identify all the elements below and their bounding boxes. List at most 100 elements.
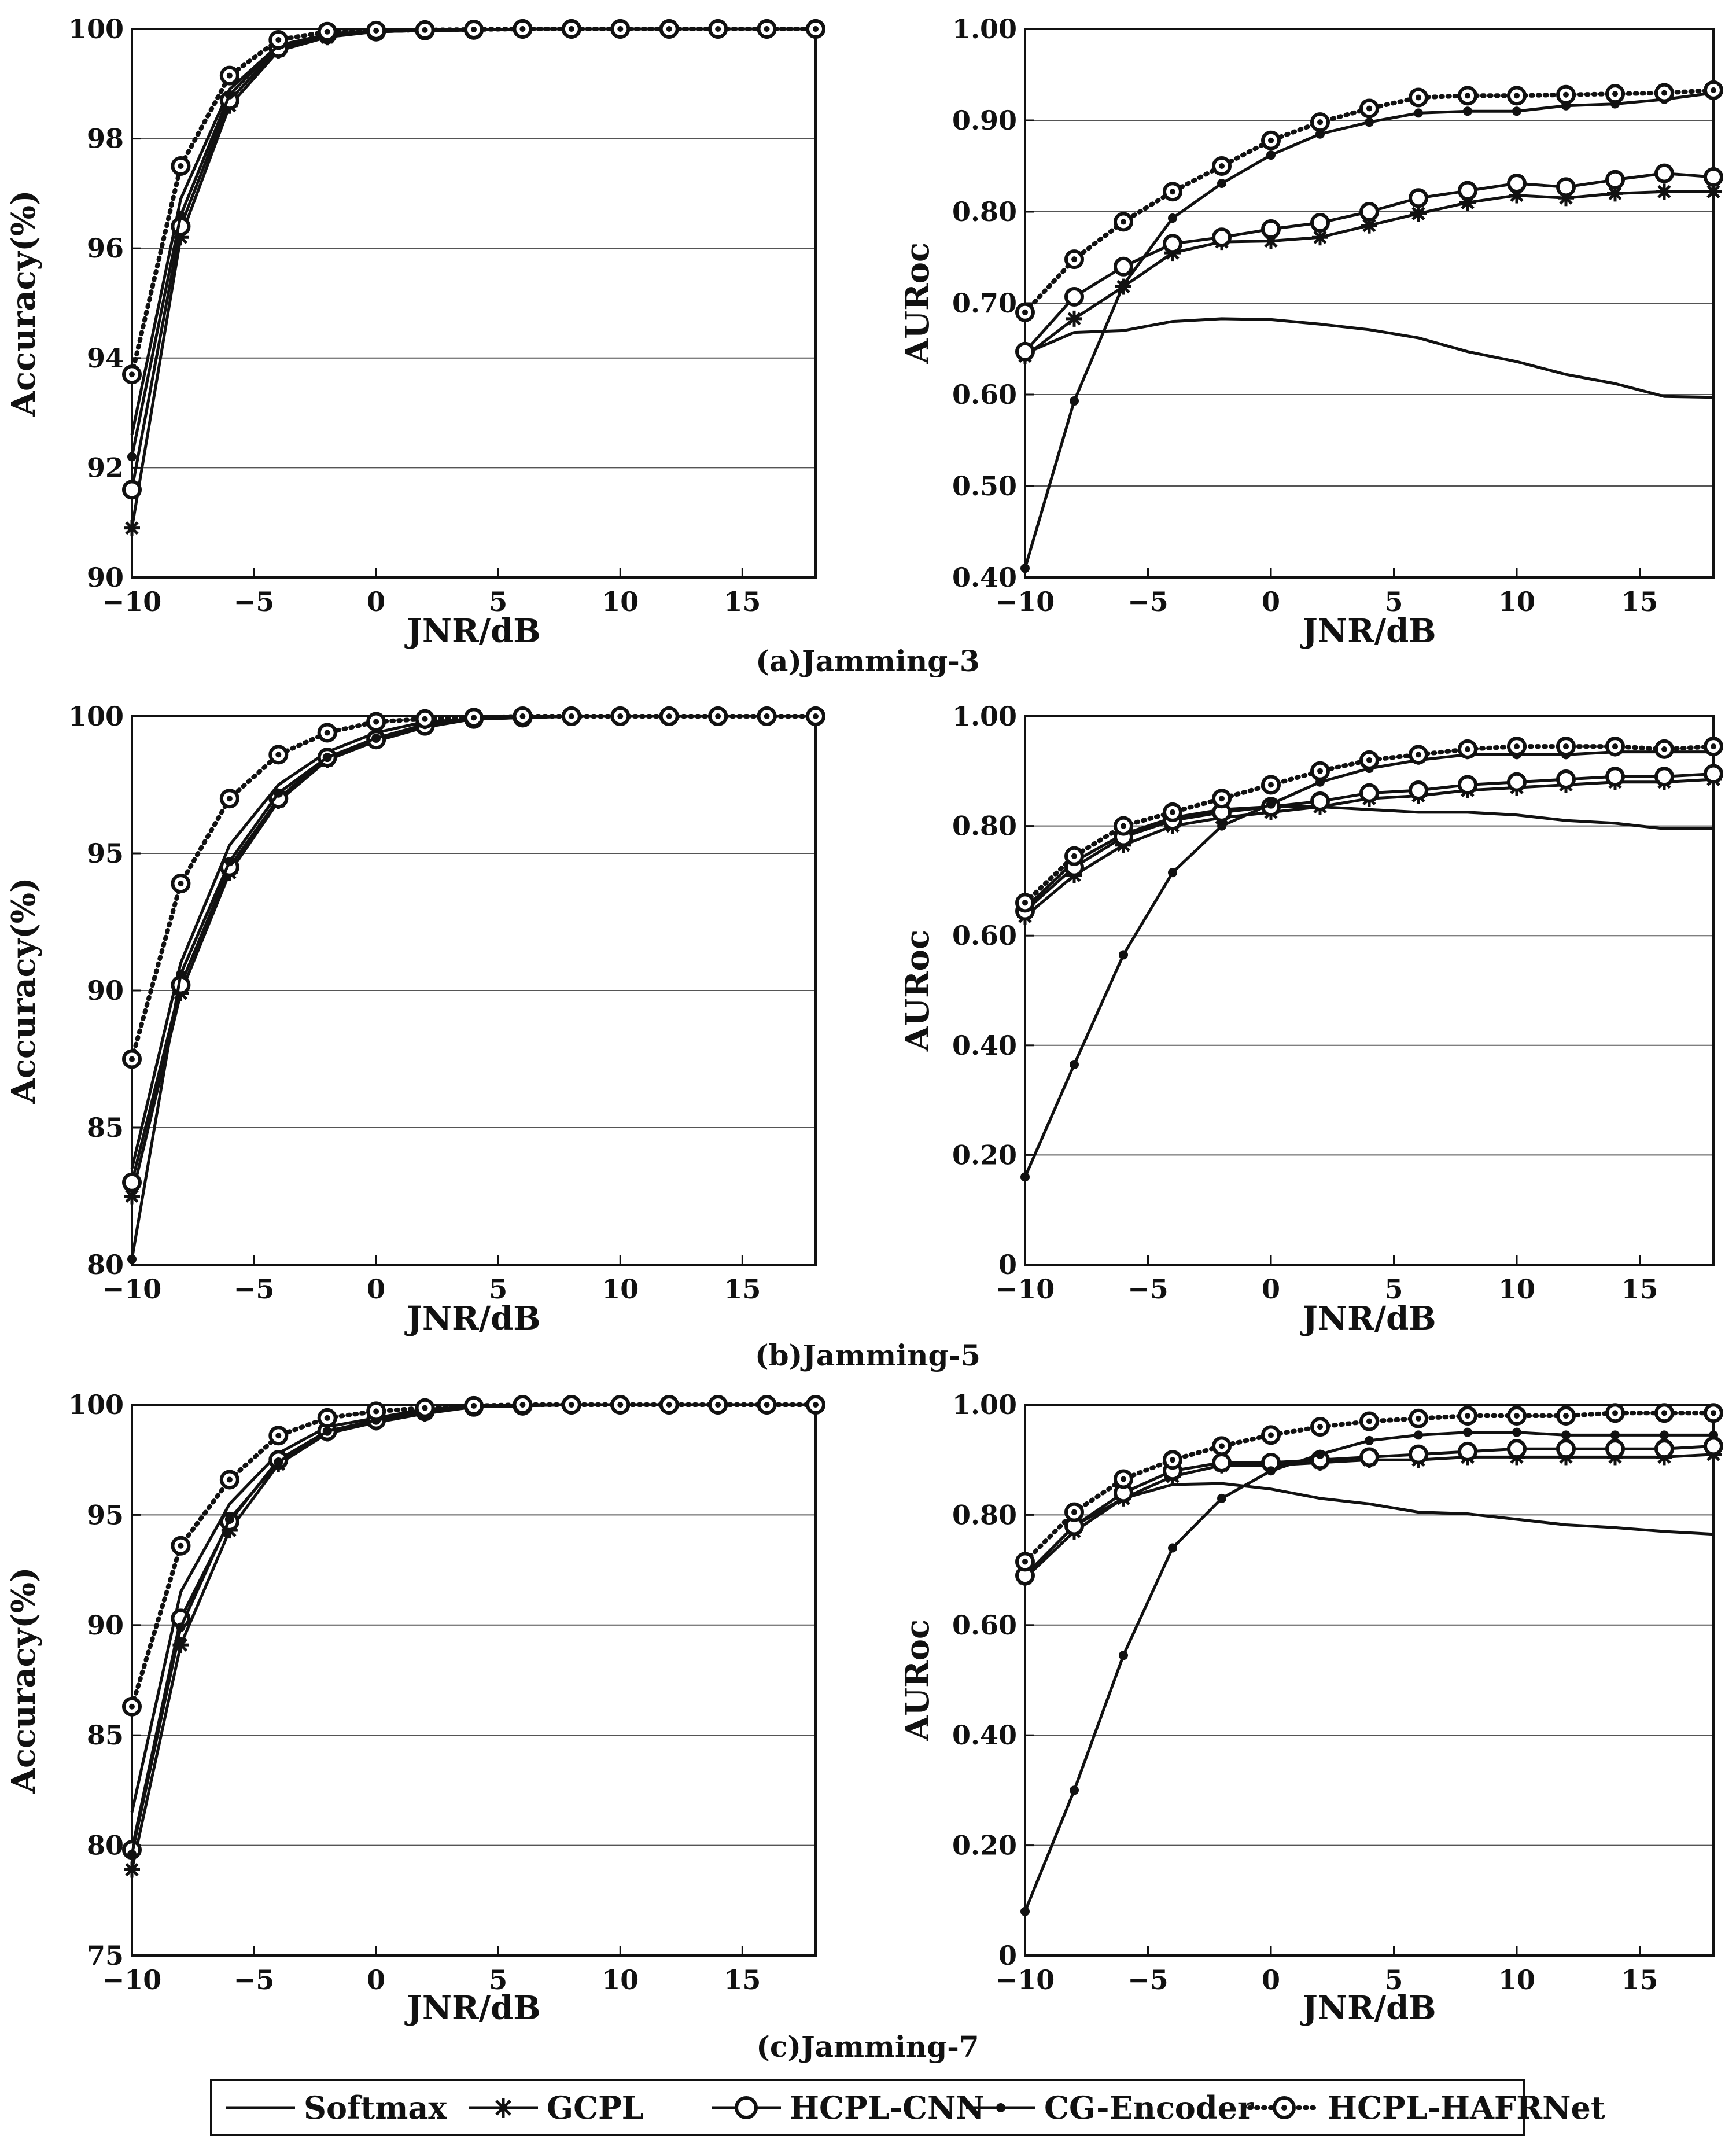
point-gcpl (124, 1861, 140, 1878)
point-hcpl-hafrnet (1212, 1436, 1232, 1456)
point-hcpl-hafrnet (171, 874, 191, 894)
point-cg-encoder (1512, 106, 1521, 116)
x-tick-label: 5 (489, 1273, 507, 1305)
point-hcpl-cnn (1212, 1452, 1232, 1472)
legend-marker (996, 2103, 1005, 2112)
point-hcpl-cnn (1507, 772, 1527, 792)
point-hcpl-hafrnet (1409, 1408, 1428, 1428)
point-cg-encoder (1315, 129, 1325, 139)
legend-marker (735, 2096, 758, 2119)
y-tick-label: 0.60 (952, 920, 1017, 951)
point-hcpl-hafrnet (268, 1426, 289, 1446)
point-cg-encoder (1119, 950, 1128, 960)
point-cg-encoder (1266, 150, 1276, 160)
point-hcpl-hafrnet (1310, 112, 1330, 132)
y-tick-label: 0.40 (952, 1030, 1017, 1061)
point-hcpl-cnn (1261, 219, 1281, 240)
point-hcpl-hafrnet (610, 706, 631, 726)
point-hcpl-cnn (1359, 202, 1379, 222)
x-tick-label: −10 (102, 1964, 162, 1995)
point-hcpl-hafrnet (1310, 761, 1330, 781)
point-hcpl-hafrnet (1507, 1406, 1527, 1426)
point-cg-encoder (1610, 1430, 1620, 1440)
y-tick-label: 90 (87, 562, 124, 593)
legend-label: GCPL (547, 2089, 644, 2126)
y-tick-label: 0.40 (952, 562, 1017, 593)
point-hcpl-hafrnet (1409, 745, 1428, 765)
legend-item-gcpl: GCPL (469, 2089, 644, 2126)
legend-label: HCPL-HAFRNet (1328, 2089, 1605, 2126)
point-hcpl-cnn (1704, 1436, 1723, 1456)
x-tick-label: 15 (1621, 1964, 1658, 1995)
point-hcpl-hafrnet (366, 712, 386, 732)
point-cg-encoder (1463, 1427, 1472, 1437)
point-cg-encoder (1217, 821, 1226, 831)
point-hcpl-hafrnet (1015, 893, 1035, 913)
y-tick-label: 90 (87, 1610, 124, 1641)
point-cg-encoder (1463, 106, 1472, 116)
point-hcpl-hafrnet (1015, 1552, 1035, 1572)
point-hcpl-hafrnet (1605, 84, 1625, 104)
y-tick-label: 0 (998, 1249, 1017, 1280)
series-cg-encoder (1020, 1427, 1718, 1916)
y-tick-label: 0.20 (952, 1139, 1017, 1170)
point-hcpl-hafrnet (757, 706, 777, 726)
point-hcpl-hafrnet (708, 19, 728, 39)
y-axis-label: AURoc (898, 242, 937, 364)
point-cg-encoder (224, 90, 234, 100)
point-hcpl-hafrnet (366, 1401, 386, 1422)
y-tick-label: 0.40 (952, 1719, 1017, 1751)
y-tick-label: 0.80 (952, 811, 1017, 842)
point-cg-encoder (1709, 1430, 1718, 1440)
series-softmax (1024, 1482, 1714, 1577)
point-hcpl-hafrnet (561, 706, 581, 726)
point-cg-encoder (176, 969, 186, 979)
point-cg-encoder (176, 211, 186, 220)
y-tick-label: 85 (87, 1112, 124, 1143)
point-hcpl-cnn (122, 480, 142, 500)
legend-label: Softmax (304, 2089, 447, 2126)
point-hcpl-hafrnet (1212, 156, 1232, 176)
x-tick-label: −10 (996, 1964, 1055, 1995)
point-hcpl-hafrnet (317, 723, 337, 743)
point-hcpl-hafrnet (219, 65, 239, 86)
point-cg-encoder (1365, 1435, 1374, 1445)
x-axis-label: JNR/dB (1299, 1299, 1436, 1338)
series-line-hcpl-hafrnet (130, 27, 818, 377)
x-tick-label: −10 (102, 586, 162, 617)
point-hcpl-hafrnet (513, 19, 533, 39)
point-gcpl (124, 520, 140, 536)
y-axis-label: AURoc (898, 1619, 937, 1741)
x-tick-label: 5 (1384, 1964, 1403, 1995)
point-hcpl-hafrnet (415, 20, 435, 40)
point-hcpl-hafrnet (1556, 84, 1576, 105)
point-hcpl-hafrnet (317, 1408, 337, 1428)
point-hcpl-cnn (1409, 188, 1428, 208)
legend-item-hcpl-cnn: HCPL-CNN (712, 2089, 985, 2126)
point-hcpl-cnn (1605, 767, 1625, 787)
point-cg-encoder (1070, 1785, 1079, 1795)
point-hcpl-hafrnet (1163, 182, 1182, 202)
point-hcpl-hafrnet (1310, 1417, 1330, 1437)
x-tick-label: 15 (1621, 586, 1658, 617)
point-hcpl-hafrnet (122, 364, 142, 385)
panel-c-auroc-chart: −10 −5 0 5 10 15 0 0.20 0.40 0.60 0.80 1.00 JNR/dB AU… (898, 1389, 1723, 2027)
point-cg-encoder (1070, 396, 1079, 406)
x-tick-label: 10 (1498, 1964, 1535, 1995)
series-hcpl-cnn (1015, 163, 1723, 362)
point-cg-encoder (322, 1426, 332, 1436)
point-cg-encoder (1561, 1430, 1571, 1440)
legend-item-hcpl-hafrnet: HCPL-HAFRNet (1247, 2089, 1605, 2126)
point-hcpl-hafrnet (1114, 1469, 1133, 1489)
point-hcpl-cnn (1556, 769, 1576, 790)
y-tick-label: 0.90 (952, 105, 1017, 136)
point-hcpl-hafrnet (1704, 737, 1723, 757)
point-hcpl-cnn (1556, 177, 1576, 197)
y-tick-label: 96 (87, 233, 124, 264)
y-tick-label: 0.60 (952, 379, 1017, 410)
series-hcpl-hafrnet (1015, 737, 1723, 913)
point-hcpl-hafrnet (708, 706, 728, 726)
point-cg-encoder (127, 452, 137, 462)
x-axis-label: JNR/dB (1299, 1989, 1436, 2027)
point-hcpl-cnn (1310, 212, 1330, 233)
